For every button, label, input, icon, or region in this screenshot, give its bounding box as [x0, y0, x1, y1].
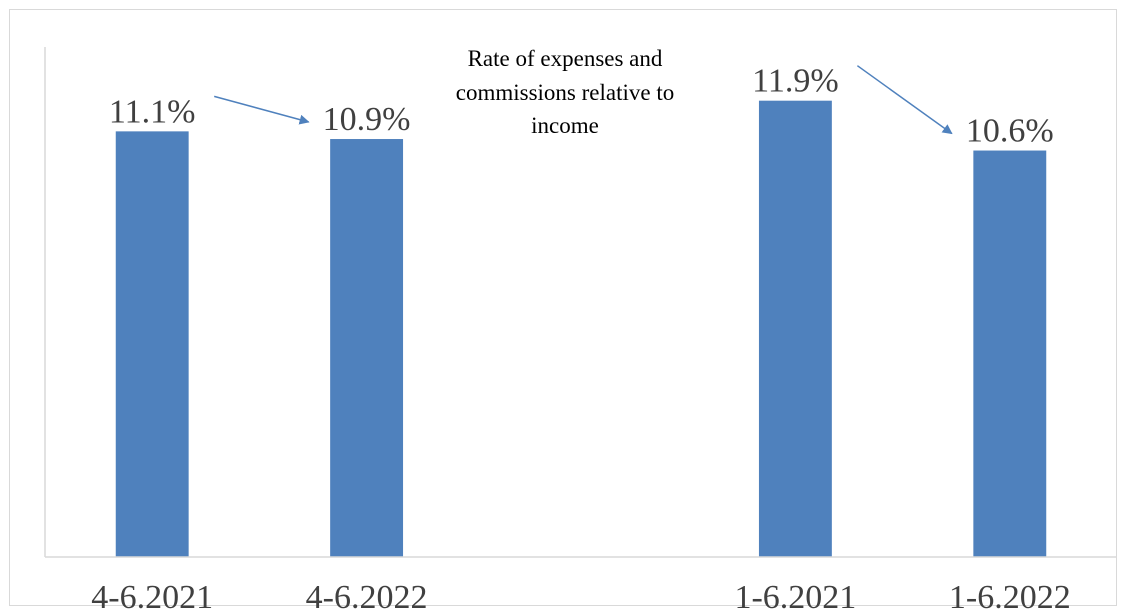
x-axis-tick-labels: 4-6.2021 4-6.2022 1-6.2021 1-6.2022 — [91, 579, 1070, 614]
data-label: 10.6% — [966, 113, 1054, 150]
bar — [115, 131, 189, 557]
trend-arrows — [214, 65, 953, 135]
chart-title-line-1: Rate of expenses and — [468, 46, 663, 71]
trend-arrow — [856, 65, 953, 135]
x-tick-label: 1-6.2022 — [949, 579, 1071, 614]
data-label: 10.9% — [323, 101, 411, 138]
data-label: 11.1% — [109, 93, 196, 130]
bar — [758, 100, 832, 558]
bar — [330, 139, 404, 557]
chart-title-line-2: commissions relative to — [456, 80, 674, 105]
bar — [973, 150, 1047, 558]
chart-title-line-3: income — [531, 113, 599, 138]
chart-title: Rate of expenses and commissions relativ… — [456, 46, 674, 138]
chart-frame — [9, 9, 1117, 606]
trend-arrow — [214, 95, 310, 125]
bar-series — [115, 100, 1047, 558]
data-labels: 11.1% 10.9% 11.9% 10.6% — [109, 63, 1054, 150]
x-tick-label: 4-6.2021 — [91, 579, 213, 614]
x-tick-label: 1-6.2021 — [734, 579, 856, 614]
x-tick-label: 4-6.2022 — [306, 579, 428, 614]
data-label: 11.9% — [752, 63, 839, 100]
